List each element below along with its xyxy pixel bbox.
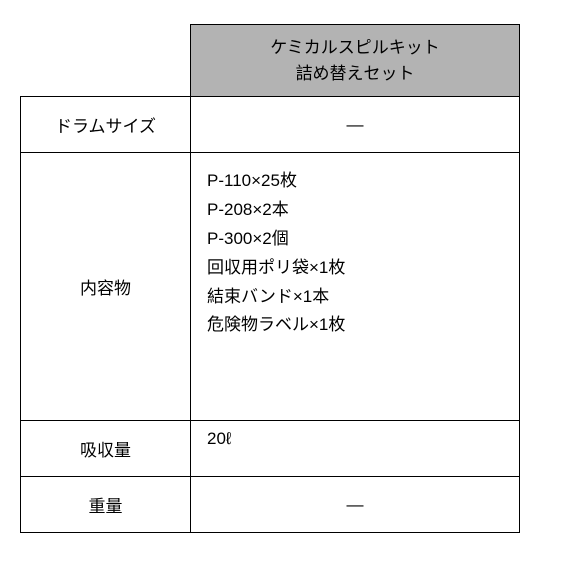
content-item: P-110×25枚 bbox=[207, 167, 503, 196]
content-item: P-208×2本 bbox=[207, 196, 503, 225]
blank-corner bbox=[21, 25, 191, 97]
contents-list: P-110×25枚 P-208×2本 P-300×2個 回収用ポリ袋×1枚 結束… bbox=[207, 161, 503, 340]
row-weight: 重量 — bbox=[21, 477, 520, 533]
absorption-label: 吸収量 bbox=[21, 421, 191, 477]
contents-value: P-110×25枚 P-208×2本 P-300×2個 回収用ポリ袋×1枚 結束… bbox=[191, 153, 520, 421]
drum-label: ドラムサイズ bbox=[21, 97, 191, 153]
row-absorption: 吸収量 20ℓ bbox=[21, 421, 520, 477]
weight-label: 重量 bbox=[21, 477, 191, 533]
header-line1: ケミカルスピルキット bbox=[270, 38, 440, 57]
absorption-value: 20ℓ bbox=[191, 421, 520, 477]
row-contents: 内容物 P-110×25枚 P-208×2本 P-300×2個 回収用ポリ袋×1… bbox=[21, 153, 520, 421]
header-line2: 詰め替えセット bbox=[296, 64, 415, 83]
contents-label: 内容物 bbox=[21, 153, 191, 421]
content-item: 危険物ラベル×1枚 bbox=[207, 311, 503, 340]
weight-value: — bbox=[191, 477, 520, 533]
drum-value: — bbox=[191, 97, 520, 153]
spec-table: ケミカルスピルキット 詰め替えセット ドラムサイズ — 内容物 P-110×25… bbox=[20, 24, 520, 533]
content-item: 結束バンド×1本 bbox=[207, 283, 503, 312]
column-header: ケミカルスピルキット 詰め替えセット bbox=[191, 25, 520, 97]
content-item: P-300×2個 bbox=[207, 225, 503, 254]
row-drum-size: ドラムサイズ — bbox=[21, 97, 520, 153]
content-item: 回収用ポリ袋×1枚 bbox=[207, 254, 503, 283]
